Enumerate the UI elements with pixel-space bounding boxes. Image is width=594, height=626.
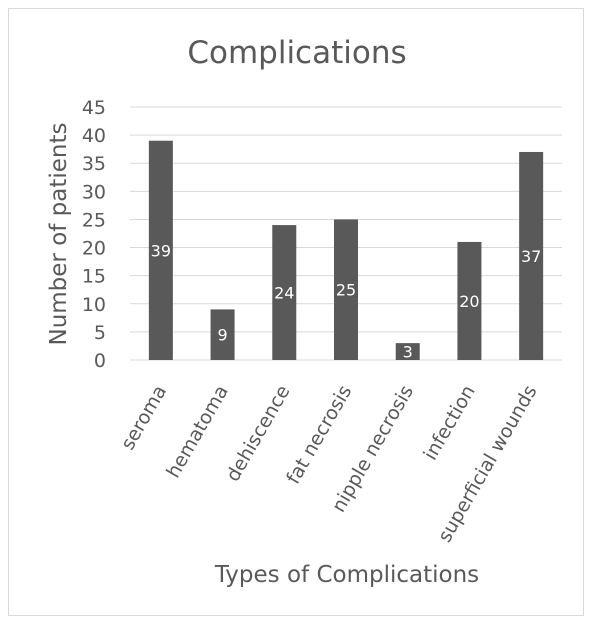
data-label: 9 [217,326,227,345]
bar [395,343,420,360]
y-tick-label: 40 [82,125,106,147]
bar [519,151,544,360]
bar [334,219,358,360]
data-label: 3 [403,343,413,362]
y-tick-label: 15 [82,266,106,288]
y-tick-label: 30 [82,181,106,203]
gridlines [130,106,562,361]
data-label: 24 [274,284,294,303]
bar [272,225,297,360]
y-tick-label: 10 [82,294,106,316]
y-tick-label: 0 [94,350,106,372]
bars [148,140,544,360]
x-category-label: hematoma [162,382,233,482]
x-category-label: seroma [117,382,171,454]
y-tick-label: 25 [82,209,106,231]
x-category-label: dehiscence [222,382,295,486]
y-axis-title: Number of patients [46,122,72,345]
data-label: 25 [336,281,356,300]
y-tick-label: 35 [82,153,106,175]
y-tick-label: 45 [82,97,106,119]
bar [210,309,235,360]
chart-title: Complications [187,35,406,71]
bar [457,241,482,360]
data-label: 39 [151,241,171,260]
bar [148,140,173,360]
x-category-label: fat necrosis [282,382,356,488]
data-labels: 39 9 24 25 3 20 37 [151,241,542,361]
data-label: 37 [521,247,541,266]
data-label: 20 [459,292,479,311]
x-axis-title: Types of Complications [214,562,479,588]
y-axis-ticks: 0 5 10 15 20 25 30 35 40 45 [82,97,106,372]
y-tick-label: 20 [82,238,106,260]
x-category-label: infection [419,382,479,464]
y-tick-label: 5 [94,322,106,344]
